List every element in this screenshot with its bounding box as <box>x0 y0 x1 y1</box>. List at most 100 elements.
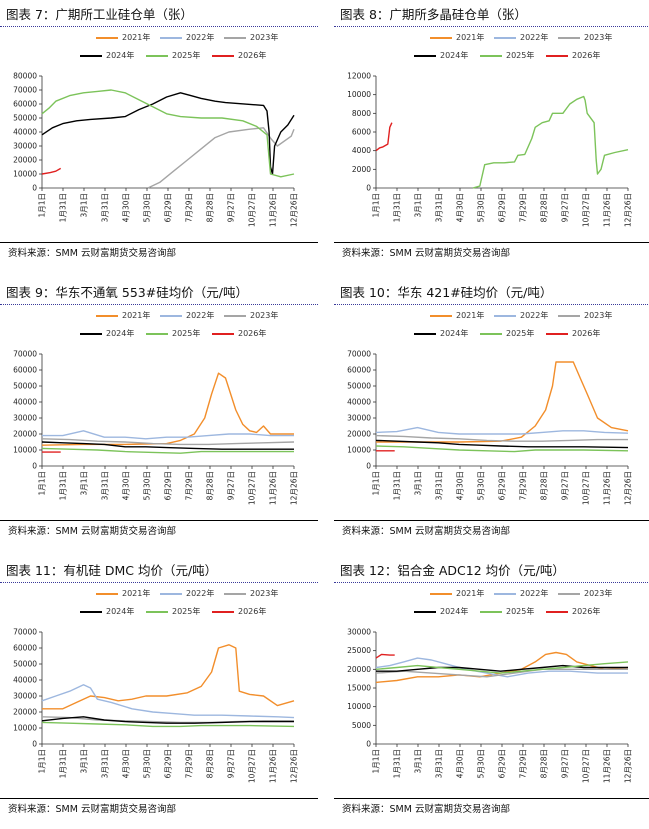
chart-legend: 2021年 2022年 2023年 2024年 2025年 2026年 <box>10 586 310 620</box>
x-tick-label: 6月29日 <box>164 749 173 778</box>
x-tick-label: 12月26日 <box>624 749 633 783</box>
x-tick-label: 3月31日 <box>101 193 110 222</box>
legend-item: 2022年 <box>160 588 214 599</box>
legend-label: 2026年 <box>572 51 601 60</box>
x-tick-label: 1月1日 <box>372 193 381 218</box>
y-tick-label: 0 <box>32 462 37 471</box>
legend-item: 2025年 <box>480 328 534 339</box>
series-line-2021年 <box>376 361 629 443</box>
legend-item: 2021年 <box>430 32 484 43</box>
x-tick-label: 10月27日 <box>248 471 257 505</box>
x-tick-label: 8月28日 <box>540 193 549 222</box>
legend-label: 2025年 <box>172 329 201 338</box>
x-tick-label: 3月1日 <box>80 471 89 496</box>
x-tick-label: 4月30日 <box>456 471 465 500</box>
legend-item: 2022年 <box>494 32 548 43</box>
x-tick-label: 11月26日 <box>269 193 278 227</box>
legend-label: 2023年 <box>250 589 279 598</box>
legend-swatch <box>558 592 580 595</box>
x-tick-label: 5月30日 <box>477 193 486 222</box>
y-tick-label: 60000 <box>13 644 37 653</box>
legend-swatch <box>480 610 502 613</box>
x-tick-label: 9月27日 <box>227 193 236 222</box>
source-divider <box>0 798 318 799</box>
legend-swatch <box>80 332 102 335</box>
legend-swatch <box>430 592 452 595</box>
legend-label: 2021年 <box>456 311 485 320</box>
series-line-2025年 <box>375 445 629 453</box>
series-line-2023年 <box>375 668 628 678</box>
series-line-2024年 <box>41 441 294 450</box>
title-divider <box>0 304 318 305</box>
chart-panel-9: 图表 9：华东不通氧 553#硅均价（元/吨） 2021年 2022年 2023年 20… <box>0 278 318 551</box>
chart-title: 图表 9：华东不通氧 553#硅均价（元/吨） <box>6 285 248 300</box>
y-tick-label: 0 <box>366 740 371 749</box>
y-tick-label: 50000 <box>347 382 371 391</box>
legend-label: 2026年 <box>572 329 601 338</box>
legend-item: 2022年 <box>160 310 214 321</box>
legend-item: 2024年 <box>80 328 134 339</box>
source-divider <box>334 242 649 243</box>
legend-swatch <box>546 54 568 57</box>
legend-swatch <box>224 314 246 317</box>
legend-item: 2021年 <box>96 588 150 599</box>
y-tick-label: 30000 <box>347 414 371 423</box>
y-tick-label: 6000 <box>352 128 371 137</box>
legend-swatch <box>480 332 502 335</box>
chart-panel-7: 图表 7：广期所工业硅仓单（张） 2021年 2022年 2023年 2024年 2025… <box>0 0 318 273</box>
x-tick-label: 1月31日 <box>393 193 402 222</box>
legend-item: 2025年 <box>480 50 534 61</box>
series-line-2025年 <box>41 89 295 178</box>
legend-label: 2024年 <box>106 329 135 338</box>
legend-label: 2023年 <box>250 311 279 320</box>
x-tick-label: 11月26日 <box>603 471 612 505</box>
y-tick-label: 10000 <box>347 702 371 711</box>
legend-swatch <box>146 332 168 335</box>
legend-item: 2026年 <box>212 50 266 61</box>
legend-label: 2025年 <box>506 51 535 60</box>
y-tick-label: 50000 <box>13 114 37 123</box>
legend-item: 2023年 <box>558 588 612 599</box>
legend-label: 2026年 <box>572 607 601 616</box>
legend-swatch <box>224 36 246 39</box>
x-tick-label: 1月31日 <box>59 193 68 222</box>
y-tick-label: 10000 <box>347 446 371 455</box>
title-divider <box>334 582 649 583</box>
x-tick-label: 3月1日 <box>414 471 423 496</box>
legend-swatch <box>430 36 452 39</box>
series-line-2024年 <box>41 92 295 175</box>
legend-label: 2022年 <box>520 33 549 42</box>
x-tick-label: 10月27日 <box>582 193 591 227</box>
series-line-2021年 <box>42 644 295 710</box>
y-tick-label: 60000 <box>13 366 37 375</box>
legend-label: 2021年 <box>122 589 151 598</box>
chart-title: 图表 7：广期所工业硅仓单（张） <box>6 7 193 22</box>
series-line-2025年 <box>472 95 629 189</box>
chart-title: 图表 11：有机硅 DMC 均价（元/吨） <box>6 563 218 578</box>
source-divider <box>334 520 649 521</box>
legend-swatch <box>430 314 452 317</box>
x-tick-label: 1月1日 <box>38 749 47 774</box>
y-tick-label: 25000 <box>347 646 371 655</box>
legend-item: 2023年 <box>224 310 278 321</box>
series-line-2022年 <box>42 430 294 440</box>
x-tick-label: 12月26日 <box>624 193 633 227</box>
y-tick-label: 0 <box>32 740 37 749</box>
x-tick-label: 3月1日 <box>80 193 89 218</box>
source-note: 资料来源：SMM 云财富期货交易咨询部 <box>342 804 510 815</box>
legend-item: 2024年 <box>414 606 468 617</box>
x-tick-label: 6月29日 <box>498 471 507 500</box>
legend-item: 2023年 <box>224 588 278 599</box>
source-divider <box>0 520 318 521</box>
y-tick-label: 30000 <box>13 142 37 151</box>
chart-title: 图表 8：广期所多晶硅仓单（张） <box>340 7 527 22</box>
legend-swatch <box>558 314 580 317</box>
x-tick-label: 3月1日 <box>414 193 423 218</box>
x-tick-label: 10月27日 <box>248 749 257 783</box>
series-line-2025年 <box>41 721 295 728</box>
legend-swatch <box>546 332 568 335</box>
legend-label: 2024年 <box>440 51 469 60</box>
legend-swatch <box>212 332 234 335</box>
y-tick-label: 10000 <box>13 170 37 179</box>
legend-swatch <box>96 314 118 317</box>
